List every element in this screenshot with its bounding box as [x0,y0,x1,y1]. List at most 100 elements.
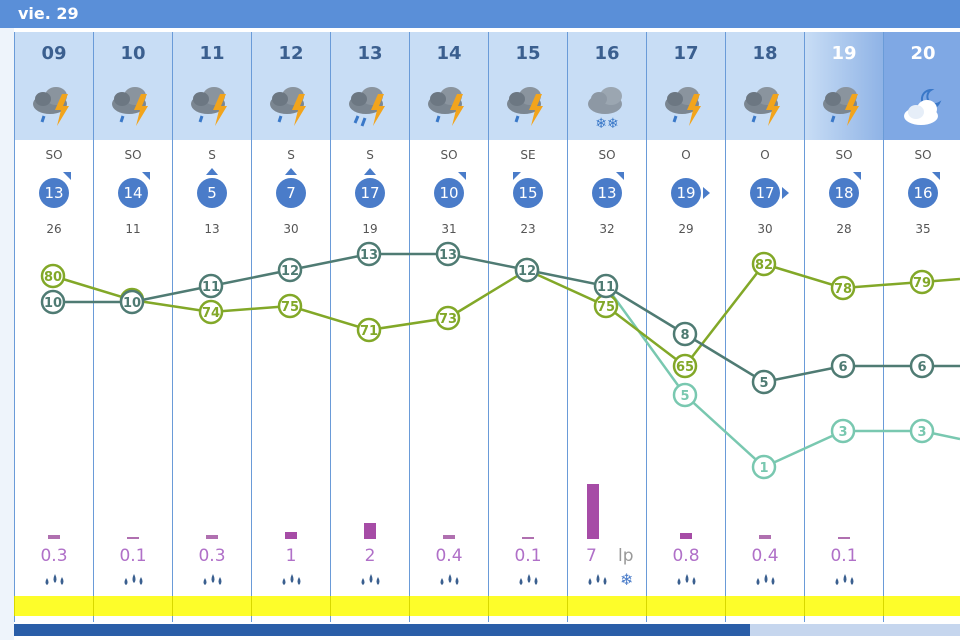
wind-speed-badge: 10 [434,178,464,208]
hour-column-14[interactable]: 14 SO 10 31 0.4 [409,32,488,622]
wind-direction-arrow-icon [458,172,466,180]
precipitation-value: 1 [285,546,297,566]
hour-label: 15 [515,43,541,64]
wind-direction-arrow-icon [142,172,150,180]
wind-direction-label: O [681,148,691,162]
hour-column-11[interactable]: 11 S 5 13 0.3 [172,32,251,622]
wind-gust-value: 11 [125,222,141,236]
hour-header [647,32,725,140]
wind-direction-label: SO [45,148,63,162]
rain-drops-icon [833,572,857,588]
wind-direction-arrow-icon [285,168,297,175]
storm-rain-icon [427,82,473,132]
wind-speed-badge: 18 [829,178,859,208]
hour-header [805,32,883,140]
hour-label: 20 [910,43,936,64]
rain-drops-icon [43,572,67,588]
wind-gust-value: 23 [520,222,536,236]
hour-column-09[interactable]: 09 SO 13 26 0.3 [14,32,93,622]
precipitation-bar [587,484,599,539]
wind-direction-arrow-icon [364,168,376,175]
storm-rain-icon [32,82,78,132]
alert-strip-divider [567,596,568,616]
alert-strip-divider [488,596,489,616]
hour-label: 09 [41,43,67,64]
wind-direction-arrow-icon [616,172,624,180]
precipitation-bar [522,537,534,539]
wind-direction-arrow-icon [63,172,71,180]
hour-column-12[interactable]: 12 S 7 30 1 [251,32,330,622]
precipitation-bar [364,523,376,539]
moon-cloud-icon [901,82,947,132]
precipitation-bar [838,537,850,539]
hour-label: 10 [120,43,146,64]
hour-label: 13 [357,43,383,64]
alert-strip-divider [93,596,94,616]
wind-direction-arrow-icon [703,187,710,199]
wind-gust-value: 19 [362,222,378,236]
wind-speed-badge: 16 [908,178,938,208]
precipitation-bar [443,535,455,539]
hour-header [726,32,804,140]
wind-direction-label: SO [598,148,616,162]
hour-column-17[interactable]: 17 O 19 29 0.8 [646,32,725,622]
horizontal-scrollbar-thumb[interactable] [14,624,750,636]
alert-strip-divider [172,596,173,616]
wind-direction-arrow-icon [206,168,218,175]
rain-drops-icon [517,572,541,588]
storm-heavy-rain-icon [348,82,394,132]
hour-header [94,32,172,140]
rain-drops-icon [201,572,225,588]
wind-speed-badge: 5 [197,178,227,208]
day-label: vie. 29 [18,4,79,23]
hour-column-10[interactable]: 10 SO 14 11 0.1 [93,32,172,622]
precipitation-value: 7 [586,546,597,566]
storm-rain-icon [111,82,157,132]
hour-column-19[interactable]: 19 SO 18 28 0.1 [804,32,883,622]
precipitation-value: 2 [364,546,376,566]
alert-strip-divider [804,596,805,616]
wind-direction-arrow-icon [932,172,940,180]
alert-strip-divider [725,596,726,616]
rain-drops-icon [280,572,304,588]
hour-column-15[interactable]: 15 SE 15 23 0.1 [488,32,567,622]
precipitation-value: 0.3 [198,546,226,566]
cloud-snow-icon: ❄❄ [585,82,631,132]
alert-strip-divider [330,596,331,616]
hour-header [252,32,330,140]
wind-gust-value: 30 [283,222,299,236]
forecast-grid: 09 SO 13 26 0.3 10 SO 14 11 0.1 11 S 5 13 0.3 12 S 7 30 1 13… [14,32,960,622]
alert-strip-divider [14,596,15,616]
hour-label: 19 [831,43,857,64]
wind-speed-badge: 13 [39,178,69,208]
rain-drops-icon [438,572,462,588]
wind-direction-label: SO [440,148,458,162]
alert-strip-divider [646,596,647,616]
storm-rain-icon [743,82,789,132]
wind-direction-label: S [208,148,216,162]
precipitation-value: 0.1 [830,546,858,566]
precipitation-bar [285,532,297,539]
precipitation-value: 0.3 [40,546,68,566]
hour-label: 11 [199,43,225,64]
hour-column-16[interactable]: 16 ❄❄ SO 13 32 7 lp ❄ [567,32,646,622]
precipitation-bar [680,533,692,539]
wind-direction-label: SO [124,148,142,162]
wind-gust-value: 31 [441,222,457,236]
precipitation-value: 0.1 [119,546,147,566]
hour-header [331,32,409,140]
wind-speed-badge: 14 [118,178,148,208]
storm-rain-icon [822,82,868,132]
wind-gust-value: 29 [678,222,694,236]
rain-drops-icon [675,572,699,588]
hour-column-20[interactable]: 20 SO 16 35 [883,32,960,622]
hour-label: 14 [436,43,462,64]
wind-direction-label: S [366,148,374,162]
hour-column-18[interactable]: 18 O 17 30 0.4 [725,32,804,622]
wind-speed-badge: 7 [276,178,306,208]
wind-gust-value: 32 [599,222,615,236]
wind-gust-value: 26 [46,222,62,236]
hour-column-13[interactable]: 13 S 17 19 2 [330,32,409,622]
rain-drops-icon [359,572,383,588]
precipitation-bar [48,535,60,539]
